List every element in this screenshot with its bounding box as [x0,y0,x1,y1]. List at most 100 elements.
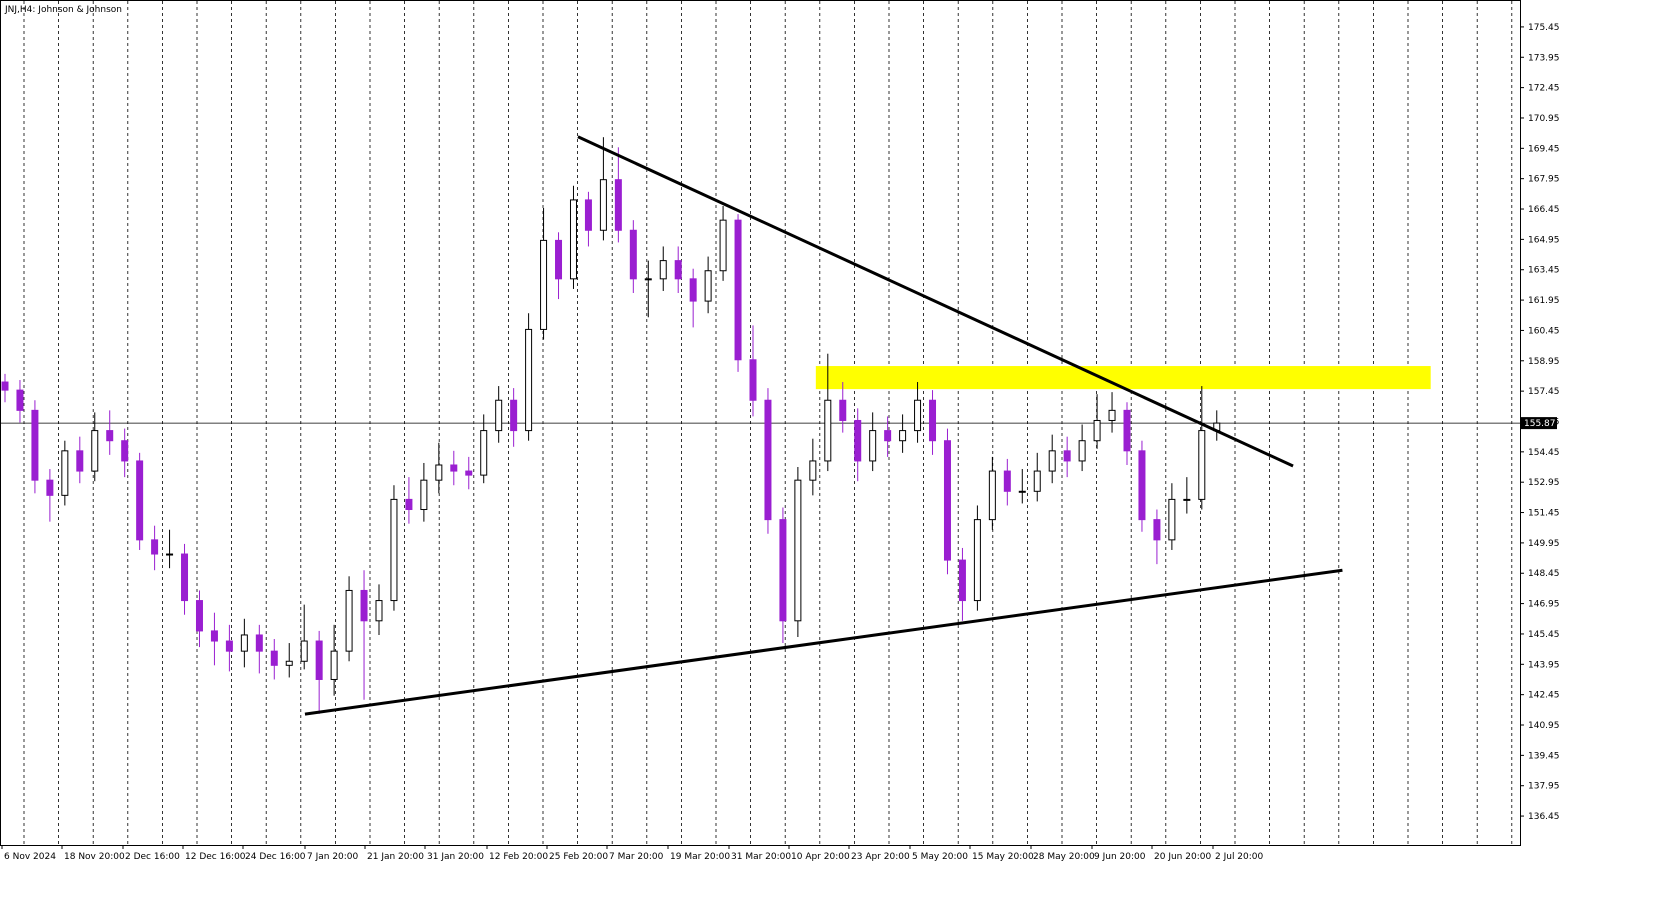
x-tick-label: 19 Mar 20:00 [670,852,730,862]
candle-body [61,450,69,496]
candle-body [1168,498,1176,541]
y-tick-label: 164.95 [1528,235,1560,245]
candle-body [1003,470,1011,492]
candle-body [614,179,622,231]
candle-body [869,430,877,462]
x-tick-label: 21 Jan 20:00 [367,852,424,862]
candle-body [749,359,757,401]
candle-body [689,278,697,302]
candle-body [210,630,218,642]
y-tick-label: 139.45 [1528,751,1560,761]
candle-body [1123,409,1131,452]
candle-body [375,600,383,622]
x-tick-label: 6 Nov 2024 [4,852,56,862]
x-tick-label: 28 May 20:00 [1033,852,1095,862]
candle-body [794,479,802,622]
candle-body [1108,409,1116,421]
candle-body [1198,430,1206,500]
candle-body [181,553,189,602]
candle-body [854,419,862,462]
candle-body [151,539,159,555]
x-tick-label: 25 Feb 20:00 [549,852,608,862]
x-tick-label: 31 Mar 20:00 [731,852,791,862]
y-tick-label: 175.45 [1528,23,1560,33]
x-tick-label: 2 Dec 16:00 [125,852,180,862]
candle-body [540,239,548,330]
x-tick-label: 12 Dec 16:00 [185,852,246,862]
candle-body [929,399,937,442]
candle-body [450,464,458,472]
candle-body [674,260,682,280]
x-tick-label: 5 May 20:00 [912,852,968,862]
x-tick-label: 15 May 20:00 [972,852,1034,862]
candle-body [569,199,577,280]
candle-body [629,229,637,280]
candle-body [1138,450,1146,521]
x-tick-label: 23 Apr 20:00 [851,852,910,862]
candle-body [958,559,966,602]
candle-body [285,660,293,666]
candle-body [1063,450,1071,462]
y-tick-label: 154.45 [1528,448,1560,458]
candle-body [644,278,652,281]
y-tick-label: 170.95 [1528,114,1560,124]
x-tick-label: 24 Dec 16:00 [245,852,306,862]
candle-body [914,399,922,432]
candle-body [360,589,368,622]
trendline [304,568,1343,716]
y-tick-label: 169.45 [1528,144,1560,154]
y-tick-label: 160.45 [1528,326,1560,336]
candle-body [465,470,473,476]
candle-body [1,381,9,391]
candle-body [824,399,832,462]
candle-body [420,479,428,511]
candle-body [195,600,203,632]
candle-body [435,464,443,481]
y-tick-label: 163.45 [1528,266,1560,276]
x-tick-label: 7 Jan 20:00 [307,852,359,862]
candle-body [390,498,398,602]
candle-body [315,640,323,680]
candle-body [166,553,174,556]
y-tick-label: 157.45 [1528,387,1560,397]
candle-body [345,589,353,652]
trendline [577,135,1294,468]
x-tick-label: 20 Jun 20:00 [1154,852,1211,862]
candle-body [240,634,248,652]
candle-body [973,519,981,602]
last-price-label: 155.87 [1524,419,1556,429]
candle-body [719,219,727,272]
y-tick-label: 161.95 [1528,296,1560,306]
candle-body [31,409,39,481]
candle-body [300,640,308,662]
y-tick-label: 136.45 [1528,812,1560,822]
x-tick-label: 12 Feb 20:00 [489,852,548,862]
y-tick-label: 148.45 [1528,569,1560,579]
candle-body [255,634,263,652]
candle-body [405,498,413,511]
candle-body [899,430,907,442]
candle-body [988,470,996,521]
candle-body [121,440,129,462]
candle-body [839,399,847,421]
zone [815,366,1431,390]
candle-body [76,450,84,472]
candle-body [1093,419,1101,442]
candle-body [1078,440,1086,462]
candle-body [659,260,667,280]
x-tick-label: 18 Nov 20:00 [64,852,125,862]
candle-body [599,179,607,231]
y-tick-label: 137.95 [1528,782,1560,792]
y-tick-label: 172.45 [1528,84,1560,94]
candle-body [525,328,533,432]
candle-body [330,650,338,680]
y-tick-label: 166.45 [1528,205,1560,215]
candle-body [46,479,54,496]
candle-body [764,399,772,521]
candle-body [270,650,278,666]
candle-body [734,219,742,361]
x-tick-label: 10 Apr 20:00 [791,852,850,862]
y-tick-label: 149.95 [1528,539,1560,549]
